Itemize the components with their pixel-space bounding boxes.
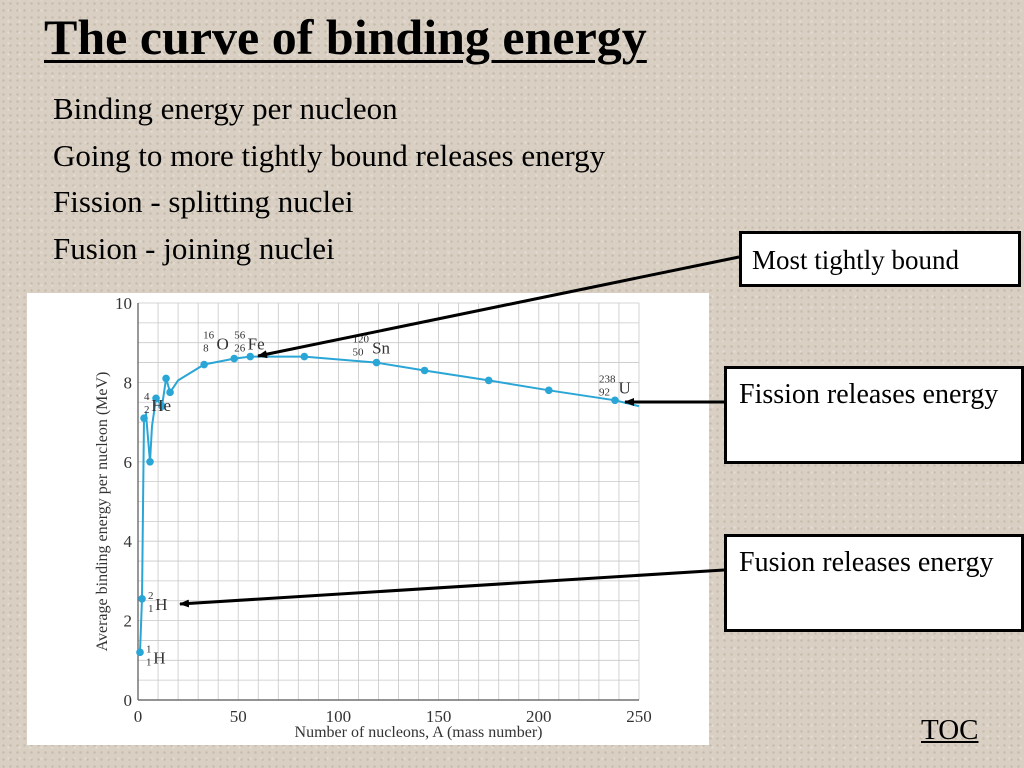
nuclide-label-h-2: 21 H [148,590,167,615]
callout-most-tightly-bound: Most tightly bound [739,231,1021,287]
nuclide-mass-number: 16 [203,329,215,341]
data-point [146,458,154,466]
bullet-tightly-bound: Going to more tightly bound releases ene… [53,137,606,173]
nuclide-symbol: H [153,648,165,667]
data-point [200,360,208,369]
y-tick-label: 10 [115,294,132,313]
binding-energy-curve [139,355,640,653]
nuclide-label-h-1: 11 H [146,643,165,668]
y-tick-label: 2 [124,612,133,631]
nuclide-symbol: H [155,595,167,614]
slide-title: The curve of binding energy [44,9,647,65]
y-tick-label: 0 [124,691,133,710]
data-point [545,386,553,395]
nuclide-symbol: O [216,334,228,353]
x-axis-label: Number of nucleons, A (mass number) [295,724,543,741]
nuclide-symbol: U [619,378,631,397]
bullet-list: Binding energy per nucleon Going to more… [53,86,605,272]
y-tick-label: 6 [124,453,133,472]
bullet-fusion: Fusion - joining nuclei [53,230,335,266]
nuclide-mass-number: 4 [144,391,150,403]
y-tick-label: 8 [124,373,133,392]
bullet-binding-energy: Binding energy per nucleon [53,91,398,126]
nuclide-mass-number: 120 [352,334,369,346]
chart-panel: 0 50 100 150 200 250 0 2 4 6 8 10 Number of nucleons… [27,293,709,745]
data-point [158,402,166,411]
data-point [140,414,148,422]
data-point [230,354,238,363]
x-tick-label: 250 [626,707,652,726]
nuclide-symbol: Fe [248,335,265,354]
y-axis-label: Average binding energy per nucleon (MeV) [94,372,111,652]
data-point [152,394,160,403]
callout-fusion: Fusion releases energy [724,534,1024,632]
y-tick-label: 4 [124,532,133,551]
nuclide-mass-number: 2 [148,590,154,602]
x-tick-label: 150 [426,707,452,726]
data-point [138,594,146,603]
nuclide-label-he-4: 42 He [144,391,171,416]
x-tick-label: 50 [230,707,247,726]
toc-link[interactable]: TOC [921,714,979,746]
nuclide-atomic-number: 1 [146,656,152,668]
data-point [372,358,381,367]
nuclide-atomic-number: 50 [352,347,364,359]
nuclide-mass-number: 238 [599,373,616,385]
nuclide-atomic-number: 8 [203,342,209,354]
data-point [136,648,144,657]
x-tick-label: 100 [326,707,352,726]
nuclide-atomic-number: 26 [234,343,246,355]
nuclide-atomic-number: 92 [599,386,610,398]
data-point [162,374,170,383]
nuclide-symbol: He [151,396,171,415]
x-tick-label: 0 [134,707,143,726]
nuclide-mass-number: 56 [234,330,246,342]
nuclide-atomic-number: 1 [148,603,154,615]
data-point [246,352,255,361]
x-tick-label: 200 [526,707,552,726]
data-point [300,352,309,361]
data-point [166,388,174,397]
bullet-fission: Fission - splitting nuclei [53,184,354,219]
nuclide-symbol: Sn [372,339,390,358]
callout-fission: Fission releases energy [724,366,1024,464]
nuclide-label-o-16: 168 O [203,329,229,354]
nuclide-atomic-number: 2 [144,404,150,416]
data-point [611,396,619,405]
nuclide-mass-number: 1 [146,643,152,655]
data-point [420,366,429,375]
data-point [484,376,493,385]
